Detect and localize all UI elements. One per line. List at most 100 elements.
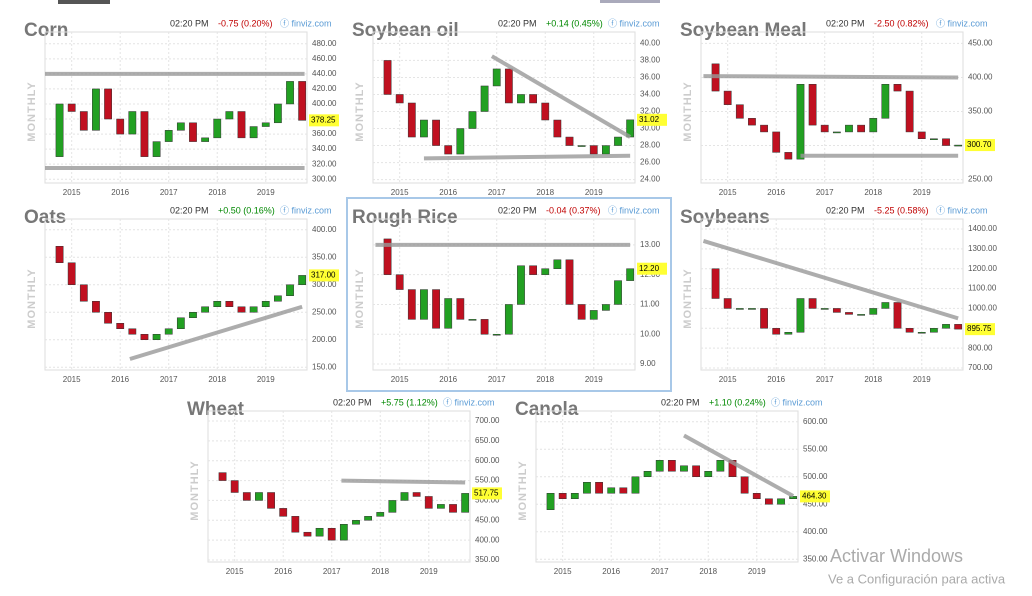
price-label: 517.75 (474, 488, 499, 497)
plot-border (44, 218, 308, 371)
candle (680, 465, 688, 472)
candle (152, 334, 161, 340)
candle (626, 268, 635, 281)
x-tick-label: 2017 (160, 375, 178, 384)
candle (432, 119, 440, 146)
y-tick-label: 24.00 (640, 175, 661, 184)
price-highlight (800, 490, 830, 503)
source: ⓕ finviz.com (771, 397, 823, 407)
candle (565, 259, 574, 305)
x-tick-label: 2016 (767, 188, 785, 197)
candle (352, 520, 360, 525)
y-tick-label: 450.00 (475, 515, 500, 524)
candle (845, 312, 853, 315)
period-label: MONTHLY (682, 268, 694, 328)
y-tick-label: 34.00 (640, 90, 661, 99)
candle (631, 476, 640, 494)
candle (577, 304, 586, 320)
tab-indicator (600, 0, 660, 3)
candle (930, 328, 938, 333)
candle (808, 84, 817, 126)
candle (723, 90, 732, 105)
candle (917, 131, 926, 139)
period-label: MONTHLY (354, 268, 366, 328)
change: +0.14 (0.45%) (546, 18, 603, 28)
candle (541, 102, 550, 121)
y-tick-label: 400.00 (803, 527, 828, 536)
candle (424, 496, 433, 509)
x-tick-label: 2017 (816, 188, 834, 197)
y-tick-label: 250.00 (312, 307, 337, 316)
candle (412, 492, 421, 497)
candle (298, 275, 307, 285)
period-label: MONTHLY (26, 268, 38, 328)
candle (407, 102, 416, 138)
x-tick-label: 2019 (913, 375, 931, 384)
y-tick-label: 400.00 (312, 225, 337, 234)
candle (116, 118, 125, 135)
candle (480, 85, 489, 112)
x-tick-label: 2015 (554, 567, 572, 576)
candle (760, 124, 768, 133)
candle (456, 128, 465, 155)
source: ⓕ finviz.com (443, 397, 495, 407)
x-tick-label: 2015 (391, 188, 409, 197)
candle (444, 298, 453, 329)
x-tick-label: 2019 (420, 567, 438, 576)
candle (655, 460, 664, 472)
y-tick-label: 700.00 (968, 363, 993, 372)
trend-line (703, 74, 959, 80)
candle (189, 122, 197, 142)
y-tick-label: 700.00 (475, 416, 500, 425)
price-highlight (965, 323, 995, 336)
candle (589, 145, 598, 155)
chart-title: Wheat (187, 399, 245, 420)
chart-title: Oats (24, 207, 66, 228)
y-tick-label: 9.00 (640, 359, 656, 368)
candle (189, 312, 197, 318)
period-label: MONTHLY (189, 460, 201, 520)
candle (128, 111, 137, 135)
x-tick-label: 2017 (323, 567, 341, 576)
x-tick-label: 2016 (274, 567, 292, 576)
candle (468, 111, 477, 129)
candle (893, 302, 902, 329)
candle (614, 280, 622, 305)
candle (942, 324, 950, 329)
candle (711, 268, 720, 299)
time: 02:20 PM (498, 18, 537, 28)
candle (752, 493, 761, 499)
candle (845, 124, 853, 133)
plot-border (700, 31, 964, 184)
candle (735, 308, 744, 310)
candle (291, 516, 300, 533)
change: -0.75 (0.20%) (218, 18, 273, 28)
chart-title: Corn (24, 20, 68, 41)
candle (602, 145, 610, 155)
plot-border (44, 31, 308, 184)
candle (796, 298, 805, 333)
source: ⓕ finviz.com (280, 205, 332, 215)
candle (595, 482, 603, 494)
candle (492, 334, 501, 336)
candle (740, 476, 749, 494)
candle (213, 118, 222, 139)
candle (164, 130, 173, 142)
chart-panel: Soybeans 02:20 PM -5.25 (0.58%) ⓕ finviz.co… (680, 205, 997, 384)
y-tick-label: 150.00 (312, 362, 337, 371)
watermark-subtitle: Ve a Configuración para activa (828, 571, 1006, 586)
candle (517, 265, 525, 305)
candle (954, 324, 963, 330)
x-tick-label: 2019 (257, 188, 275, 197)
candle (607, 487, 616, 494)
x-tick-label: 2016 (111, 188, 129, 197)
candle (395, 94, 404, 104)
y-tick-label: 480.00 (312, 39, 337, 48)
candle (602, 304, 610, 311)
price-label: 378.25 (311, 115, 336, 124)
y-tick-label: 13.00 (640, 240, 661, 249)
y-tick-label: 350.00 (475, 555, 500, 564)
candle (784, 332, 793, 335)
chart-panel: Corn 02:20 PM -0.75 (0.20%) ⓕ finviz.com MON… (24, 18, 339, 197)
candle (905, 328, 914, 333)
